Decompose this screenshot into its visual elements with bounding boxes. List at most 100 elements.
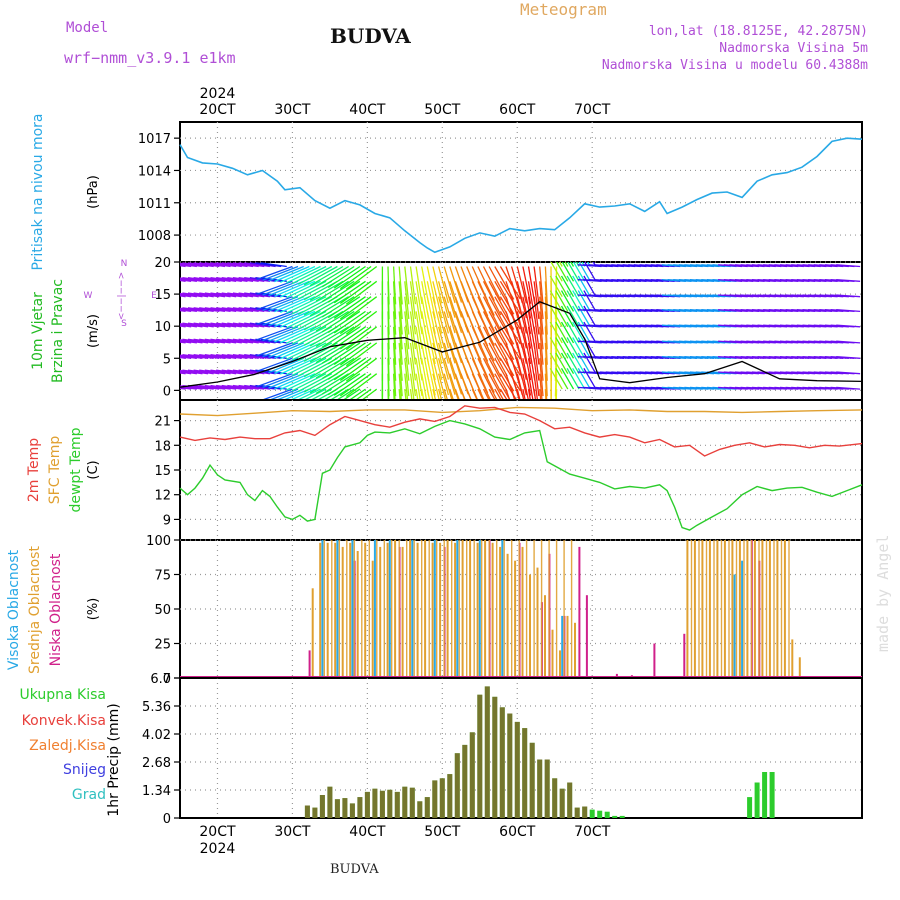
wind-arrow (232, 369, 259, 375)
wind-arrow (345, 310, 378, 335)
cloud-band-bar (376, 540, 378, 678)
wind-arrow (550, 262, 563, 282)
y-tick-label: 18 (154, 439, 171, 454)
cloud-band-bar (428, 540, 430, 678)
cloud-band-bar (346, 540, 348, 678)
wind-arrow (280, 265, 316, 283)
wind-arrow (398, 358, 403, 397)
compass-s-label: S (121, 319, 127, 329)
cloud-bar (753, 540, 756, 678)
cloud-bar (388, 540, 391, 678)
wind-arrow (566, 305, 580, 328)
wind-arrow (555, 290, 569, 312)
cloud-band-bar (323, 540, 325, 678)
wind-arrow (432, 388, 437, 400)
wind-barbs (180, 262, 861, 400)
wind-arrow (199, 307, 226, 313)
wind-arrow (180, 280, 181, 282)
wind-arrow (533, 389, 537, 400)
wind-arrow (404, 311, 410, 350)
cloud-bar (461, 540, 464, 678)
cloud-band-bar (361, 540, 363, 678)
wind-arrow (210, 384, 237, 390)
wind-arrow (539, 281, 544, 320)
precip-conv-bar (342, 798, 348, 818)
wind-arrow (216, 307, 242, 313)
wind-arrow (460, 388, 466, 400)
wind-arrow (539, 342, 544, 381)
x-tick-label-top: 40CT (349, 102, 386, 118)
wind-arrow (333, 373, 366, 396)
cloud-band-bar (705, 540, 708, 678)
x-tick-label-top: 50CT (424, 102, 461, 118)
wind-arrow (180, 278, 197, 282)
wind-arrow (327, 326, 361, 349)
cloud-band-bar (436, 540, 438, 678)
wind-arrow (477, 281, 495, 316)
wind-arrow (232, 276, 259, 282)
wind-arrow (280, 342, 316, 360)
y-tick-label: 20 (154, 256, 171, 271)
cloud-band-bar (383, 540, 385, 678)
wind-arrow (256, 326, 293, 341)
wind-arrow (256, 265, 293, 281)
wind-arrow (392, 311, 397, 350)
wind-arrow (193, 276, 220, 282)
wind-arrow (216, 276, 242, 282)
wind-arrow (327, 342, 361, 365)
model-label: Model (66, 20, 109, 36)
wind-arrow (180, 309, 192, 313)
precip-legend-entry: Snijeg (63, 762, 106, 778)
wind-arrow (180, 263, 197, 268)
wind-arrow (256, 280, 293, 295)
wind-arrow (432, 296, 443, 334)
wind-arrow (238, 276, 265, 282)
year-label-top: 2024 (200, 86, 236, 102)
wind-arrow (180, 310, 181, 312)
wind-arrow (289, 388, 316, 400)
wind-arrow (566, 275, 580, 298)
wind-arrow (221, 322, 248, 328)
compass-e-label: E (151, 291, 157, 301)
model-elevation-label: Nadmorska Visina u modelu 60.4388m (601, 58, 868, 73)
wind-arrow (339, 342, 372, 366)
wind-arrow (327, 357, 361, 380)
y-tick-label: 0 (163, 812, 171, 827)
cloud-bar (356, 551, 359, 678)
wind-arrow (499, 311, 521, 345)
wind-arrow (321, 357, 355, 380)
precip-conv-bar (567, 782, 573, 818)
wind-arrow (232, 354, 259, 359)
cloud-bar (738, 540, 741, 678)
wind-arrow (339, 326, 372, 350)
wind-arrow (291, 357, 327, 376)
wind-arrow (180, 339, 203, 344)
wind-arrow (180, 295, 186, 298)
wind-arrow (199, 276, 226, 282)
cloud-bar (478, 540, 481, 678)
wind-arrow (286, 373, 321, 391)
wind-arrow (488, 296, 508, 331)
wind-arrow (227, 384, 254, 390)
wind-arrow (533, 281, 540, 320)
wind-arrow (426, 373, 434, 400)
wind-arrow (409, 342, 417, 381)
wind-arrow (560, 337, 575, 359)
wind-arrow (227, 322, 254, 328)
y-tick-label: 0 (163, 384, 171, 399)
unit-label: (m/s) (86, 314, 101, 348)
wind-arrow (280, 310, 316, 328)
wind-arrow (180, 369, 203, 375)
wind-arrow (315, 280, 349, 302)
x-tick-label-top: 20CT (199, 102, 236, 118)
wind-arrow (409, 389, 413, 400)
wind-arrow (392, 266, 397, 305)
wind-arrow (232, 262, 259, 268)
cloud-band-bar (466, 540, 468, 678)
wind-arrow (437, 311, 450, 349)
wind-arrow (549, 321, 563, 344)
wind-arrow (193, 262, 220, 268)
wind-arrow (533, 358, 540, 397)
wind-arrow (555, 305, 569, 328)
wind-arrow (187, 276, 214, 282)
